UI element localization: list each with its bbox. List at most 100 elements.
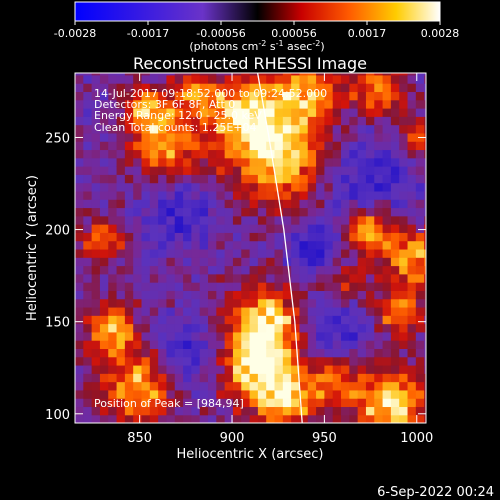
heatmap-cell <box>232 240 242 250</box>
heatmap-cell <box>174 182 184 192</box>
x-axis-label: Heliocentric X (arcsec) <box>177 447 324 462</box>
heatmap-cell <box>232 232 242 242</box>
heatmap-cell <box>415 406 425 416</box>
heatmap-cell <box>249 306 259 316</box>
heatmap-cell <box>216 340 226 349</box>
heatmap-cell <box>124 232 134 242</box>
heatmap-cell <box>75 74 84 84</box>
heatmap-cell <box>399 315 409 325</box>
heatmap-cell <box>307 99 317 109</box>
heatmap-cell <box>124 406 134 416</box>
heatmap-cell <box>241 190 251 200</box>
heatmap-cell <box>166 99 176 109</box>
heatmap-cell <box>141 215 151 225</box>
heatmap-cell <box>257 232 267 242</box>
heatmap-cell <box>349 174 359 184</box>
heatmap-cell <box>108 340 118 349</box>
heatmap-cell <box>224 323 234 333</box>
heatmap-cell <box>332 389 342 399</box>
heatmap-cell <box>141 124 151 134</box>
heatmap-cell <box>166 240 176 250</box>
heatmap-cell <box>390 132 400 142</box>
heatmap-cell <box>241 414 251 423</box>
heatmap-cell <box>307 348 317 358</box>
heatmap-cell <box>282 340 292 349</box>
heatmap-cell <box>282 381 292 391</box>
heatmap-cell <box>415 83 425 93</box>
heatmap-cell <box>407 315 417 325</box>
heatmap-cell <box>399 340 409 349</box>
heatmap-cell <box>158 166 168 175</box>
heatmap-cell <box>166 182 176 192</box>
heatmap-cell <box>75 282 84 291</box>
heatmap-cell <box>349 232 359 242</box>
heatmap-cell <box>124 190 134 200</box>
heatmap-cell <box>307 265 317 275</box>
heatmap-cell <box>158 73 168 76</box>
heatmap-cell <box>232 381 242 391</box>
heatmap-cell <box>291 356 301 366</box>
heatmap-cell <box>141 73 151 76</box>
heatmap-cell <box>299 232 309 242</box>
heatmap-cell <box>399 116 409 126</box>
heatmap-cell <box>216 124 226 134</box>
heatmap-cell <box>316 190 325 200</box>
heatmap-cell <box>316 331 325 341</box>
heatmap-cell <box>424 240 426 250</box>
solar-limb-curve <box>256 73 303 423</box>
heatmap-cell <box>158 215 168 225</box>
heatmap-cell <box>349 298 359 308</box>
heatmap-cell <box>241 108 251 117</box>
heatmap-cell <box>407 381 417 391</box>
heatmap-cell <box>124 323 134 333</box>
colorbar-tick-label: -0.0017 <box>127 27 169 40</box>
heatmap-cell <box>83 182 93 192</box>
heatmap-cell <box>124 166 134 175</box>
heatmap-cell <box>266 166 276 175</box>
heatmap-cell <box>274 348 284 358</box>
heatmap-cell <box>316 414 325 423</box>
heatmap-cell <box>75 73 84 76</box>
heatmap-cell <box>232 373 242 383</box>
heatmap-cell <box>183 83 192 93</box>
heatmap-cell <box>224 215 234 225</box>
heatmap-cell <box>124 174 134 184</box>
heatmap-cell <box>415 149 425 159</box>
heatmap-cell <box>399 257 409 267</box>
heatmap-cell <box>390 356 400 366</box>
heatmap-cell <box>241 224 251 233</box>
heatmap-cell <box>307 290 317 300</box>
heatmap-cell <box>191 248 201 258</box>
heatmap-cell <box>282 91 292 101</box>
heatmap-cell <box>133 190 143 200</box>
heatmap-cell <box>307 306 317 316</box>
heatmap-cell <box>399 124 409 134</box>
heatmap-cell <box>249 265 259 275</box>
heatmap-cell <box>316 257 325 267</box>
heatmap-cell <box>91 364 101 374</box>
heatmap-cell <box>183 306 192 316</box>
heatmap-cell <box>241 323 251 333</box>
heatmap-cell <box>365 364 375 374</box>
heatmap-cell <box>349 190 359 200</box>
heatmap-cell <box>174 348 184 358</box>
heatmap-cell <box>365 315 375 325</box>
heatmap-cell <box>266 348 276 358</box>
heatmap-cell <box>382 116 392 126</box>
heatmap-cell <box>374 306 384 316</box>
heatmap-cell <box>149 99 159 109</box>
heatmap-cell <box>407 240 417 250</box>
heatmap-cell <box>424 389 426 399</box>
heatmap-cell <box>124 224 134 233</box>
heatmap-cell <box>390 199 400 209</box>
heatmap-cell <box>324 389 334 399</box>
heatmap-cell <box>108 265 118 275</box>
heatmap-cell <box>183 190 192 200</box>
heatmap-cell <box>390 149 400 159</box>
heatmap-cell <box>349 348 359 358</box>
heatmap-cell <box>249 73 259 76</box>
heatmap-cell <box>149 149 159 159</box>
heatmap-cell <box>374 282 384 291</box>
plot-frame <box>74 72 427 424</box>
heatmap-cell <box>282 232 292 242</box>
